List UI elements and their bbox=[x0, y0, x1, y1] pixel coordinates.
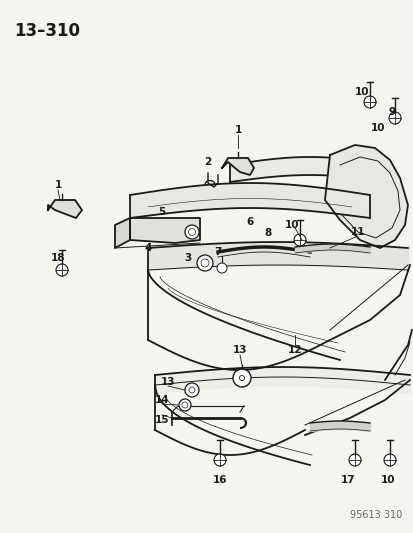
Circle shape bbox=[348, 454, 360, 466]
Circle shape bbox=[185, 225, 199, 239]
Text: 5: 5 bbox=[158, 207, 165, 217]
Text: 15: 15 bbox=[154, 415, 169, 425]
Text: 12: 12 bbox=[287, 345, 301, 355]
Text: 13: 13 bbox=[232, 345, 247, 355]
Text: 9: 9 bbox=[387, 107, 394, 117]
Text: 1: 1 bbox=[234, 125, 241, 135]
Text: 1: 1 bbox=[54, 180, 62, 190]
Circle shape bbox=[56, 264, 68, 276]
Circle shape bbox=[178, 399, 190, 411]
Text: 3: 3 bbox=[184, 253, 191, 263]
Text: 18: 18 bbox=[51, 253, 65, 263]
Polygon shape bbox=[115, 218, 130, 248]
Text: 14: 14 bbox=[154, 395, 169, 405]
Polygon shape bbox=[130, 218, 199, 243]
Text: 11: 11 bbox=[350, 227, 364, 237]
Text: 10: 10 bbox=[284, 220, 299, 230]
Text: 10: 10 bbox=[370, 123, 385, 133]
Circle shape bbox=[233, 369, 250, 387]
Text: 10: 10 bbox=[354, 87, 368, 97]
Text: 17: 17 bbox=[340, 475, 354, 485]
Polygon shape bbox=[324, 145, 407, 248]
Text: 13: 13 bbox=[160, 377, 175, 387]
Text: 6: 6 bbox=[246, 217, 253, 227]
Circle shape bbox=[388, 112, 400, 124]
Circle shape bbox=[383, 454, 395, 466]
Circle shape bbox=[214, 454, 225, 466]
Circle shape bbox=[293, 234, 305, 246]
Polygon shape bbox=[221, 158, 254, 175]
Circle shape bbox=[216, 263, 226, 273]
Polygon shape bbox=[48, 200, 82, 218]
Text: 10: 10 bbox=[380, 475, 394, 485]
Text: 13–310: 13–310 bbox=[14, 22, 80, 40]
Text: 7: 7 bbox=[214, 247, 221, 257]
Circle shape bbox=[197, 255, 212, 271]
Circle shape bbox=[185, 383, 199, 397]
Text: 8: 8 bbox=[264, 228, 271, 238]
Text: 2: 2 bbox=[204, 157, 211, 167]
Text: 4: 4 bbox=[144, 243, 151, 253]
Text: 95613 310: 95613 310 bbox=[349, 510, 401, 520]
Text: 16: 16 bbox=[212, 475, 227, 485]
Circle shape bbox=[363, 96, 375, 108]
